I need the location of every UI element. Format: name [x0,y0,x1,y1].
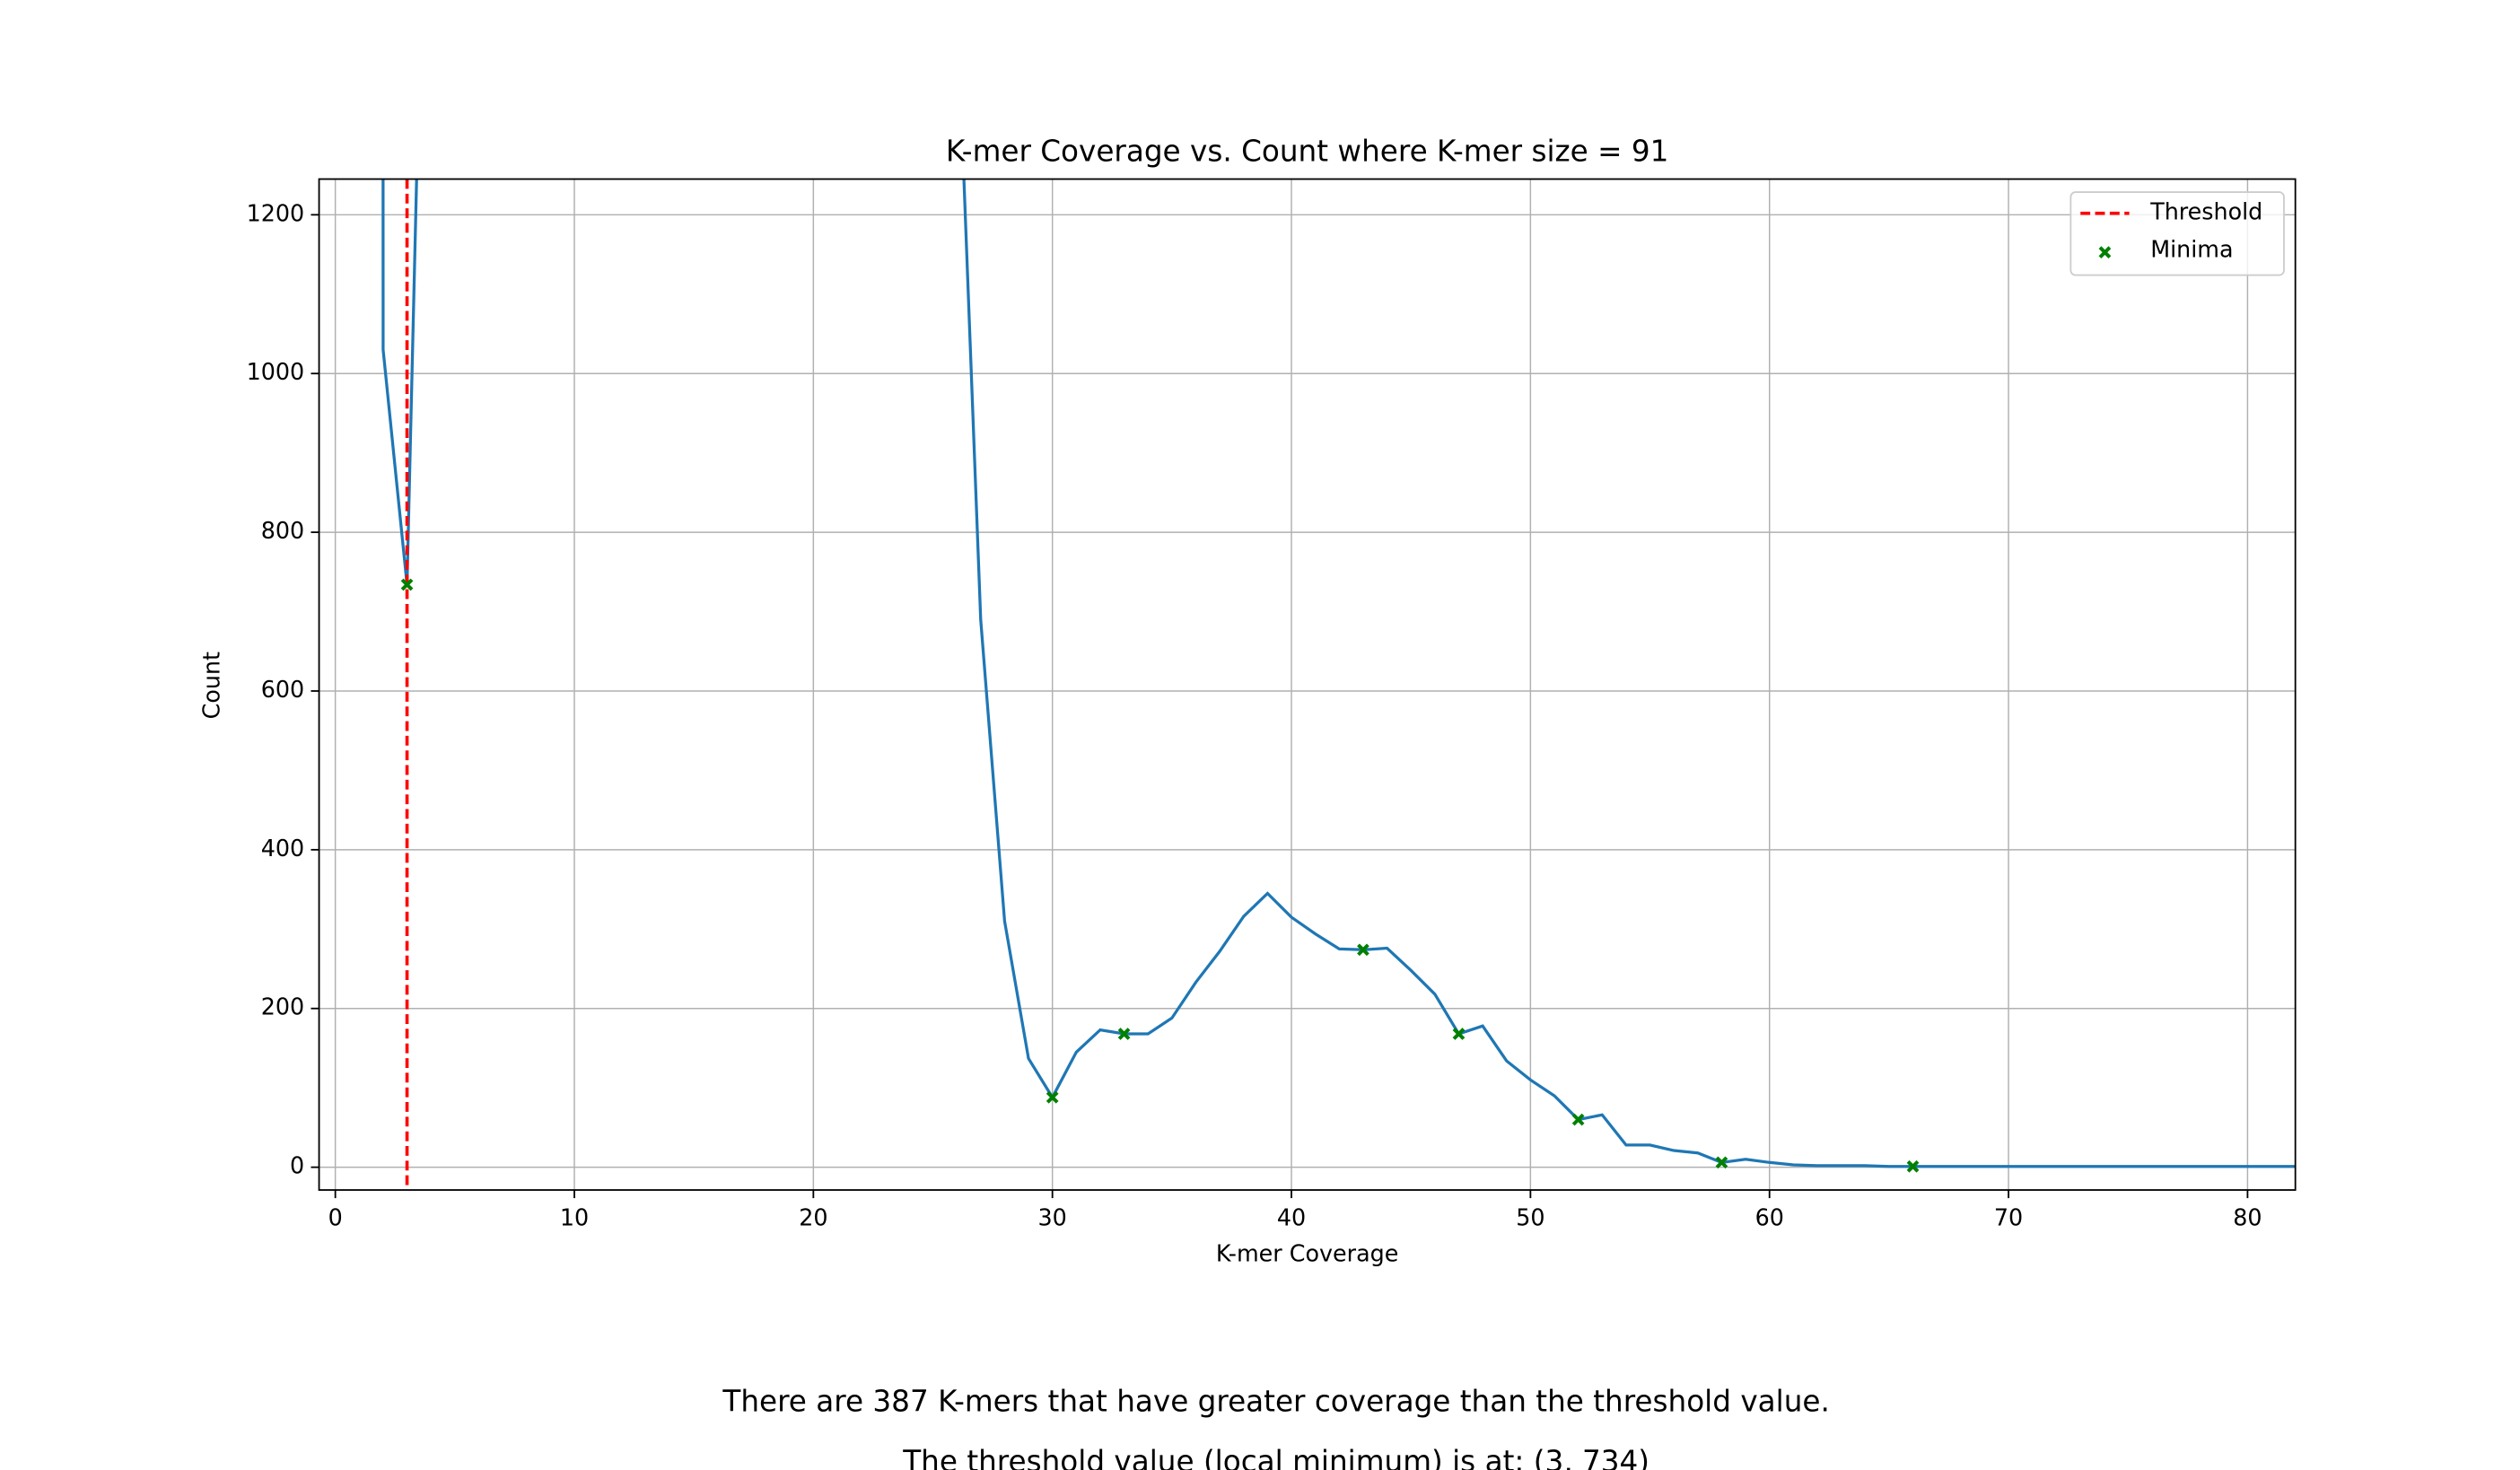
y-tick-label: 1200 [247,199,305,226]
legend-label: Threshold [2149,198,2262,225]
minima-point [1452,1028,1466,1040]
grid [319,179,2296,1190]
chart-title: K-mer Coverage vs. Count where K-mer siz… [946,135,1669,169]
y-tick-label: 200 [261,993,304,1020]
minima-point [1117,1028,1131,1040]
y-tick-label: 600 [261,676,304,703]
legend: Threshold Minima [2069,191,2285,276]
y-tick-label: 0 [290,1152,304,1179]
minima-point [1715,1156,1728,1169]
y-tick-label: 800 [261,517,304,544]
x-tick-label: 50 [1516,1204,1544,1231]
x-axis-label: K-mer Coverage [1216,1240,1399,1267]
plot-area [381,179,2296,1190]
minima-point [1046,1090,1059,1104]
note: The threshold value (local minimum) is a… [902,1445,1649,1470]
axes-frame [318,178,2297,1191]
x-tick-label: 10 [560,1204,589,1231]
minima-point [1571,1113,1585,1126]
x-tick-label: 60 [1755,1204,1784,1231]
minima-point [1906,1159,1920,1173]
y-tick-label: 400 [261,835,304,862]
legend-swatch [2098,246,2112,259]
x-tick-label: 70 [1994,1204,2023,1231]
x-tick-label: 0 [328,1204,343,1231]
y-tick-label: 1000 [247,358,305,385]
x-tick-label: 80 [2233,1204,2262,1231]
x-tick-label: 40 [1277,1204,1306,1231]
x-tick-label: 20 [799,1204,827,1231]
note: There are 387 K-mers that have greater c… [722,1385,1829,1419]
legend-box [2069,191,2285,276]
y-axis-label: Count [198,652,225,719]
x-tick-label: 30 [1038,1204,1067,1231]
minima-point [1357,943,1369,957]
legend-label: Minima [2150,235,2233,262]
minima-point [400,578,414,591]
data-line [381,179,2296,1168]
